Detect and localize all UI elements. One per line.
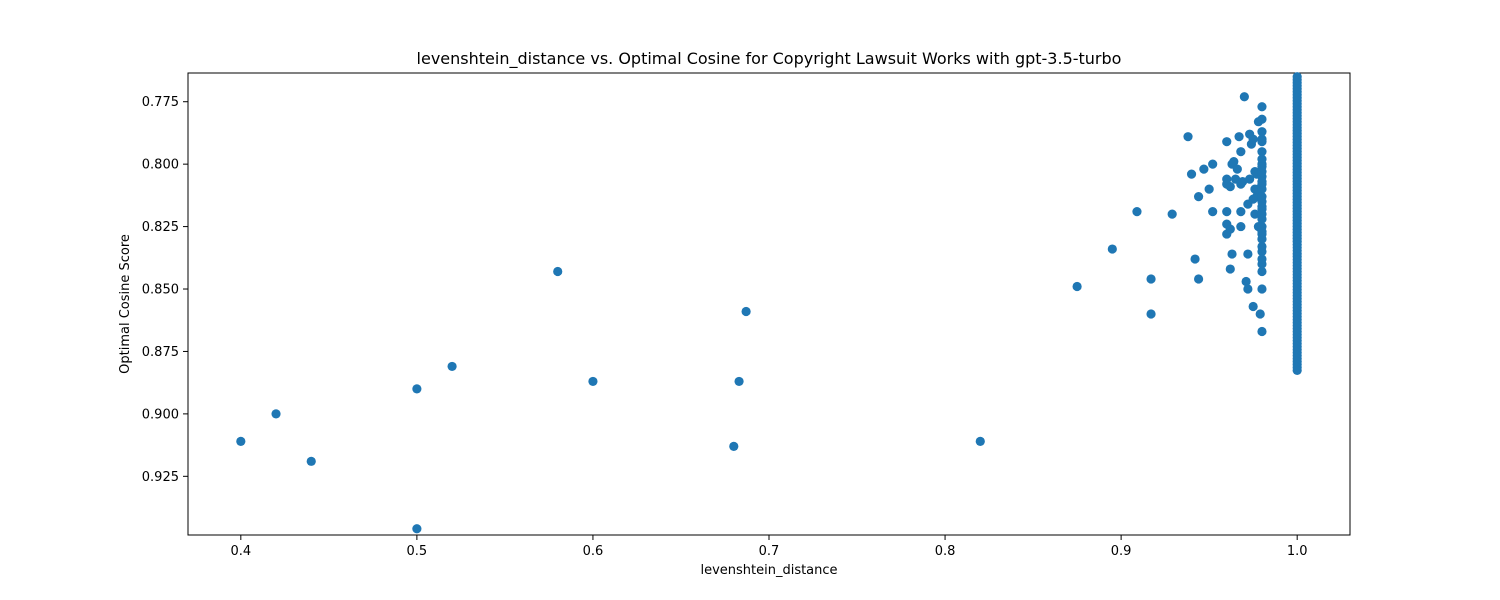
x-tick-label: 0.8 — [935, 544, 956, 559]
data-point — [553, 266, 563, 277]
data-point — [1257, 154, 1267, 164]
data-point — [1222, 207, 1232, 217]
data-point — [1146, 274, 1156, 284]
data-point — [1225, 182, 1235, 192]
y-axis: 0.775 0.800 0.825 0.850 0.875 0.900 0.925 — [142, 95, 188, 485]
data-point — [1190, 254, 1200, 264]
data-point — [306, 456, 316, 466]
data-point — [1243, 284, 1253, 294]
y-tick-label: 0.850 — [142, 283, 179, 298]
data-point — [1257, 102, 1267, 112]
data-point — [1193, 274, 1204, 284]
data-point — [412, 384, 422, 394]
data-point — [1199, 164, 1209, 174]
data-point — [1132, 207, 1142, 217]
data-point — [1241, 276, 1251, 287]
data-point — [1257, 127, 1267, 137]
data-point — [1243, 249, 1253, 259]
data-point — [1292, 365, 1302, 376]
data-point — [588, 376, 598, 387]
data-point — [1257, 266, 1267, 277]
data-point — [1257, 241, 1267, 252]
chart-title: levenshtein_distance vs. Optimal Cosine … — [417, 49, 1122, 69]
data-point — [412, 524, 422, 534]
data-point — [1245, 174, 1255, 184]
data-point — [1208, 207, 1218, 217]
data-point — [1225, 264, 1235, 274]
data-point — [1186, 169, 1197, 179]
data-point — [1167, 209, 1177, 219]
x-tick-label: 0.6 — [583, 544, 604, 559]
x-tick-label: 0.5 — [407, 544, 428, 559]
data-point — [1193, 192, 1204, 202]
data-point — [1208, 159, 1218, 169]
data-point — [741, 306, 751, 317]
data-point — [1257, 137, 1267, 147]
data-point — [734, 376, 744, 387]
data-point — [1146, 309, 1156, 319]
data-point — [1257, 147, 1267, 157]
data-point — [1248, 301, 1258, 312]
data-point — [1238, 177, 1248, 187]
data-point — [1257, 114, 1267, 124]
data-point — [271, 409, 281, 419]
scatter-points — [236, 72, 1302, 534]
y-tick-label: 0.775 — [142, 95, 179, 110]
x-tick-label: 0.7 — [759, 544, 780, 559]
data-point — [1257, 177, 1267, 187]
y-tick-label: 0.875 — [142, 345, 179, 360]
data-point — [1257, 254, 1267, 264]
data-point — [1236, 221, 1246, 232]
data-point — [1183, 132, 1193, 142]
data-point — [1225, 224, 1235, 234]
data-point — [1236, 147, 1246, 157]
data-point — [1257, 326, 1267, 337]
data-point — [1257, 192, 1267, 202]
data-point — [1257, 162, 1267, 172]
data-point — [1257, 202, 1267, 212]
data-point — [975, 436, 985, 446]
data-point — [1229, 157, 1239, 167]
data-point — [1232, 164, 1242, 174]
x-tick-label: 0.4 — [230, 544, 251, 559]
data-point — [1204, 184, 1214, 194]
x-axis: 0.4 0.5 0.6 0.7 0.8 0.9 1.0 — [230, 535, 1308, 559]
data-point — [1107, 244, 1117, 254]
y-tick-label: 0.900 — [142, 407, 179, 422]
data-point — [1257, 284, 1267, 294]
data-point — [729, 441, 739, 451]
data-point — [1236, 207, 1246, 217]
data-point — [1257, 226, 1267, 237]
x-axis-label: levenshtein_distance — [700, 563, 837, 578]
y-tick-label: 0.825 — [142, 220, 179, 235]
data-point — [1248, 134, 1258, 144]
data-point — [1222, 137, 1232, 147]
data-point — [1234, 132, 1244, 142]
data-point — [447, 361, 457, 372]
data-point — [1257, 214, 1267, 224]
plot-frame — [187, 72, 1351, 536]
x-tick-label: 1.0 — [1287, 544, 1308, 559]
data-point — [1255, 309, 1265, 319]
data-point — [236, 436, 246, 446]
y-tick-label: 0.800 — [142, 158, 179, 173]
data-point — [1250, 209, 1260, 219]
x-tick-label: 0.9 — [1111, 544, 1132, 559]
y-tick-label: 0.925 — [142, 470, 179, 485]
data-point — [1239, 92, 1249, 102]
data-point — [1072, 281, 1082, 292]
y-axis-label: Optimal Cosine Score — [118, 234, 133, 374]
data-point — [1227, 249, 1237, 259]
